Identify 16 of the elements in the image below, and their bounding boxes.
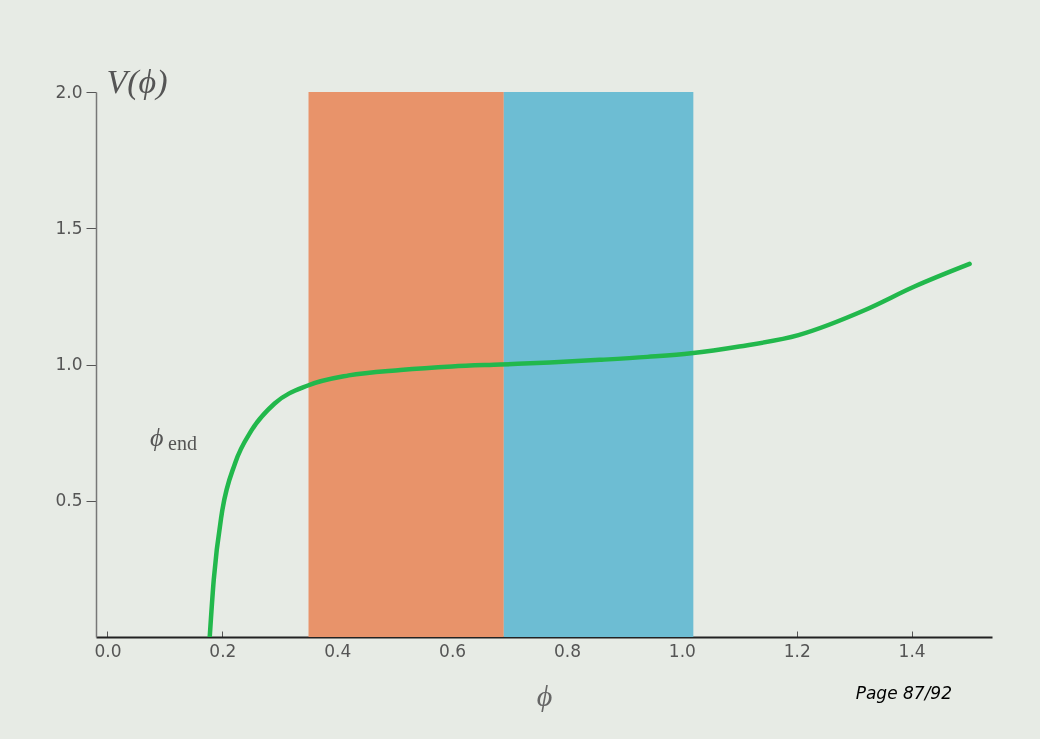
y-axis-title: V(ϕ) bbox=[106, 62, 168, 101]
y-tick-label: 1.5 bbox=[55, 217, 83, 238]
y-tick-label: 2.0 bbox=[55, 81, 83, 102]
text: Page 87/92 bbox=[855, 683, 952, 703]
x-tick-label: 0.2 bbox=[209, 640, 237, 661]
x-tick-label: 1.2 bbox=[783, 640, 811, 661]
x-tick-label: 1.4 bbox=[898, 640, 926, 661]
x-tick-label: 0.0 bbox=[94, 640, 122, 661]
line-series bbox=[207, 261, 972, 637]
x-tick-label: 0.8 bbox=[553, 640, 581, 661]
y-tick-label: 0.5 bbox=[55, 490, 83, 511]
x-axis-title: ϕ bbox=[536, 678, 553, 712]
x-tick-label: 1.0 bbox=[668, 640, 696, 661]
x-tick-label: 0.4 bbox=[324, 640, 352, 661]
y-tick-label: 1.0 bbox=[55, 354, 83, 374]
x-tick-label: 0.6 bbox=[439, 640, 467, 661]
